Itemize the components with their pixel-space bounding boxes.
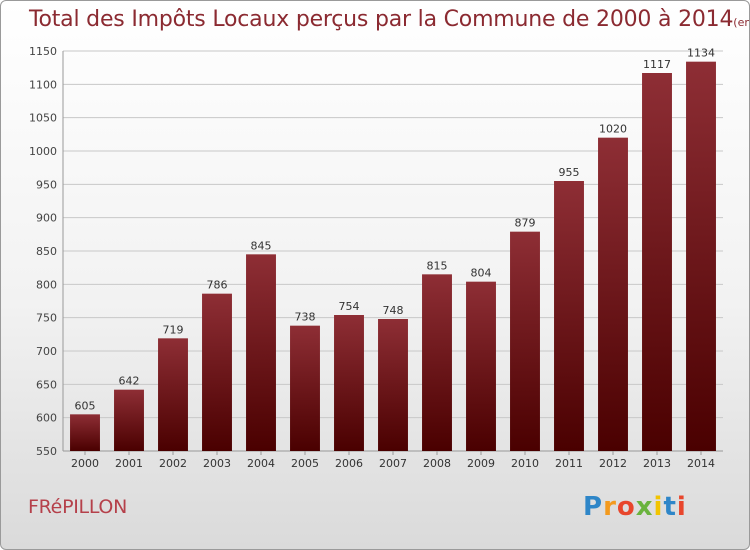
title-text: Total des Impôts Locaux perçus par la Co… xyxy=(29,7,734,32)
bar xyxy=(378,319,408,451)
y-tick-label: 850 xyxy=(36,245,57,258)
proxiti-logo: Proxiti xyxy=(583,492,687,522)
bar xyxy=(290,325,320,451)
data-label: 804 xyxy=(471,267,492,280)
x-tick-label: 2013 xyxy=(643,457,671,470)
data-label: 1134 xyxy=(687,47,715,60)
x-tick-label: 2005 xyxy=(291,457,319,470)
bar xyxy=(158,338,188,451)
data-label: 815 xyxy=(427,259,448,272)
y-tick-label: 600 xyxy=(36,412,57,425)
chart-title: Total des Impôts Locaux perçus par la Co… xyxy=(29,7,750,32)
x-tick-label: 2000 xyxy=(71,457,99,470)
y-tick-label: 700 xyxy=(36,345,57,358)
logo-letter: t xyxy=(663,492,677,522)
logo-letter: r xyxy=(603,492,617,522)
data-label: 955 xyxy=(559,166,580,179)
x-tick-label: 2001 xyxy=(115,457,143,470)
y-tick-label: 550 xyxy=(36,445,57,458)
bar xyxy=(642,73,672,451)
bar xyxy=(202,293,232,451)
y-tick-label: 1050 xyxy=(29,112,57,125)
y-tick-label: 1000 xyxy=(29,145,57,158)
data-label: 845 xyxy=(251,239,272,252)
x-tick-label: 2004 xyxy=(247,457,275,470)
commune-name: FRéPILLON xyxy=(28,496,127,518)
bar xyxy=(466,281,496,451)
unit-note: (en milliers d'€) xyxy=(733,16,750,29)
y-tick-label: 950 xyxy=(36,178,57,191)
bar xyxy=(114,389,144,451)
x-tick-label: 2009 xyxy=(467,457,495,470)
data-label: 879 xyxy=(515,217,536,230)
x-tick-label: 2011 xyxy=(555,457,583,470)
x-tick-label: 2002 xyxy=(159,457,187,470)
bar xyxy=(598,137,628,451)
y-tick-label: 900 xyxy=(36,212,57,225)
y-tick-label: 800 xyxy=(36,278,57,291)
y-tick-label: 1150 xyxy=(29,45,57,58)
data-label: 719 xyxy=(163,323,184,336)
x-tick-label: 2003 xyxy=(203,457,231,470)
data-label: 748 xyxy=(383,304,404,317)
bar xyxy=(686,61,716,452)
y-tick-label: 650 xyxy=(36,378,57,391)
data-labels: 605 642 719 786 845 738 754 748 815 804 879 955 1020… xyxy=(75,47,716,413)
x-tick-label: 2008 xyxy=(423,457,451,470)
data-label: 738 xyxy=(295,311,316,324)
data-label: 1117 xyxy=(643,58,671,71)
data-label: 642 xyxy=(119,375,140,388)
data-label: 1020 xyxy=(599,123,627,136)
bar xyxy=(70,414,100,451)
bars xyxy=(70,61,716,452)
bar xyxy=(554,181,584,451)
bar xyxy=(422,274,452,451)
x-tick-label: 2014 xyxy=(687,457,715,470)
data-label: 786 xyxy=(207,279,228,292)
logo-letter: o xyxy=(616,492,636,522)
x-tick-label: 2007 xyxy=(379,457,407,470)
bar xyxy=(246,254,276,451)
y-tick-label: 750 xyxy=(36,312,57,325)
logo-letter: P xyxy=(583,492,604,522)
bar xyxy=(510,231,540,451)
logo-letter: i xyxy=(676,492,687,522)
logo-letter: x xyxy=(635,492,654,522)
bar xyxy=(334,315,364,451)
x-tick-label: 2006 xyxy=(335,457,363,470)
y-tick-label: 1100 xyxy=(29,78,57,91)
x-axis: 2000 2001 2002 2003 2004 2005 2006 2007 2008 2009… xyxy=(71,451,715,470)
logo-letter: i xyxy=(653,492,664,522)
data-label: 754 xyxy=(339,300,360,313)
x-tick-label: 2012 xyxy=(599,457,627,470)
data-label: 605 xyxy=(75,399,96,412)
x-tick-label: 2010 xyxy=(511,457,539,470)
